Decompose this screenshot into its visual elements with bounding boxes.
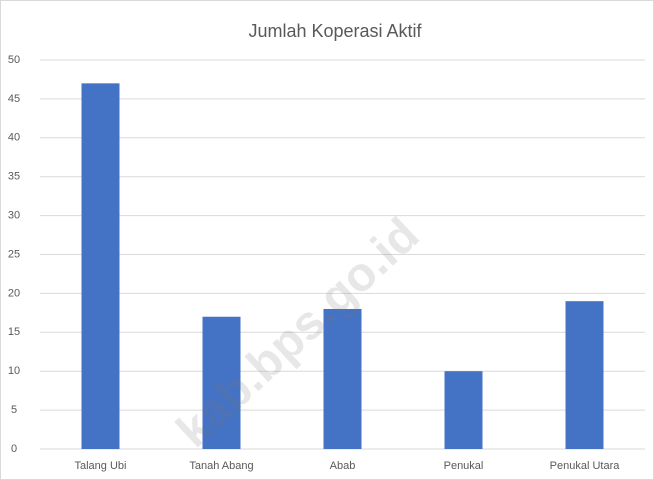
bar bbox=[565, 301, 604, 449]
bar bbox=[444, 371, 483, 449]
x-tick-label: Tanah Abang bbox=[189, 460, 253, 472]
x-tick-label: Abab bbox=[330, 460, 356, 472]
y-tick-label: 10 bbox=[8, 365, 20, 377]
chart-title: Jumlah Koperasi Aktif bbox=[248, 21, 422, 41]
x-tick-label: Penukal Utara bbox=[550, 460, 621, 472]
y-tick-label: 35 bbox=[8, 171, 20, 183]
y-tick-label: 20 bbox=[8, 287, 20, 299]
y-tick-label: 40 bbox=[8, 132, 20, 144]
y-tick-label: 15 bbox=[8, 326, 20, 338]
bar bbox=[81, 83, 120, 449]
x-tick-label: Talang Ubi bbox=[75, 460, 127, 472]
y-tick-label: 25 bbox=[8, 248, 20, 260]
x-tick-label: Penukal bbox=[444, 460, 484, 472]
y-tick-label: 45 bbox=[8, 93, 20, 105]
bar bbox=[202, 316, 241, 449]
y-tick-label: 30 bbox=[8, 210, 20, 222]
bar bbox=[323, 308, 362, 449]
y-tick-label: 50 bbox=[8, 54, 20, 66]
y-tick-label: 5 bbox=[11, 404, 17, 416]
y-tick-label: 0 bbox=[11, 443, 17, 455]
